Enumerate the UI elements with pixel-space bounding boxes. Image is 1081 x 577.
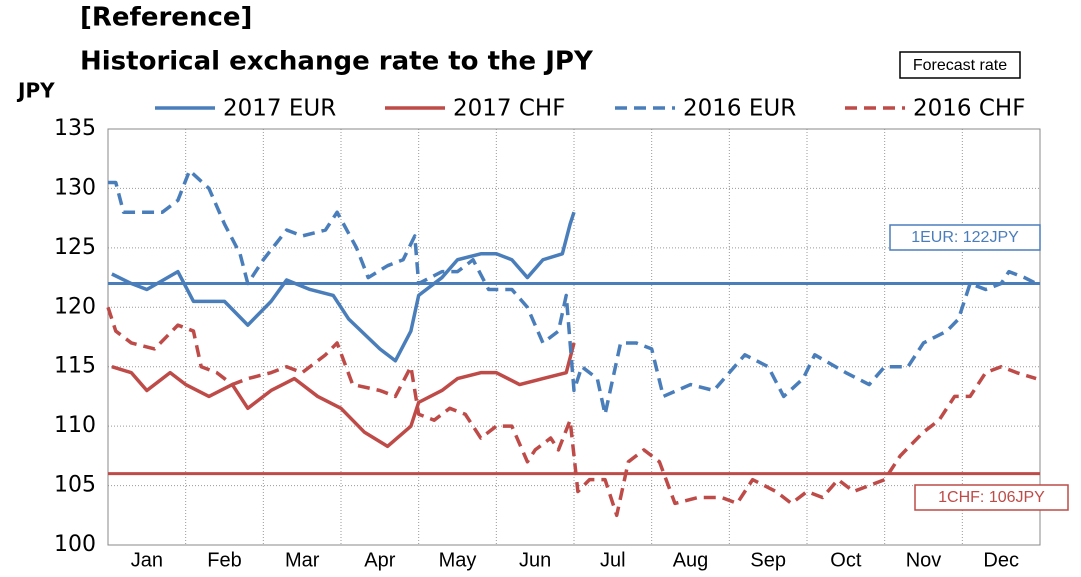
annotation: Forecast rate	[913, 57, 1007, 74]
series-line	[106, 306, 1037, 518]
y-tick-label: 100	[54, 532, 96, 557]
x-tick-label: Jan	[131, 549, 163, 571]
y-tick-label: 115	[54, 354, 96, 379]
x-tick-label: Apr	[364, 549, 395, 571]
chart-subtitle: Historical exchange rate to the JPY	[80, 47, 594, 77]
reference-label-box	[914, 484, 1069, 511]
y-tick-label: 110	[54, 413, 96, 438]
legend-label: 2017 CHF	[453, 96, 565, 122]
reference-label: 1CHF: 106JPY	[938, 489, 1045, 506]
legend-label: 2016 EUR	[683, 96, 796, 122]
y-tick-label: 130	[54, 175, 96, 200]
x-tick-label: Oct	[830, 549, 862, 571]
series-line	[108, 168, 1037, 417]
x-tick-label: Feb	[207, 549, 241, 571]
x-tick-label: Dec	[983, 549, 1019, 571]
x-tick-label: Jun	[519, 549, 551, 571]
annotation-box	[899, 51, 1021, 79]
series-line	[111, 342, 576, 449]
legend-label: 2016 CHF	[913, 96, 1025, 122]
x-tick-label: Nov	[906, 549, 942, 571]
y-tick-label: 135	[54, 116, 96, 141]
x-tick-label: May	[439, 549, 477, 571]
x-tick-label: Mar	[285, 549, 320, 571]
legend-label: 2017 EUR	[223, 96, 336, 122]
x-tick-label: Jul	[600, 549, 626, 571]
reference-label: 1EUR: 122JPY	[911, 229, 1019, 246]
y-tick-label: 105	[54, 473, 96, 498]
y-tick-label: 125	[54, 235, 96, 260]
reference-label-box	[889, 224, 1041, 251]
chart-title: [Reference]	[80, 3, 252, 33]
y-tick-label: 120	[54, 294, 96, 319]
series-line	[111, 211, 576, 363]
plot-frame	[107, 128, 1041, 546]
y-axis-label: JPY	[16, 79, 55, 103]
x-tick-label: Aug	[673, 549, 709, 571]
x-tick-label: Sep	[750, 549, 786, 571]
